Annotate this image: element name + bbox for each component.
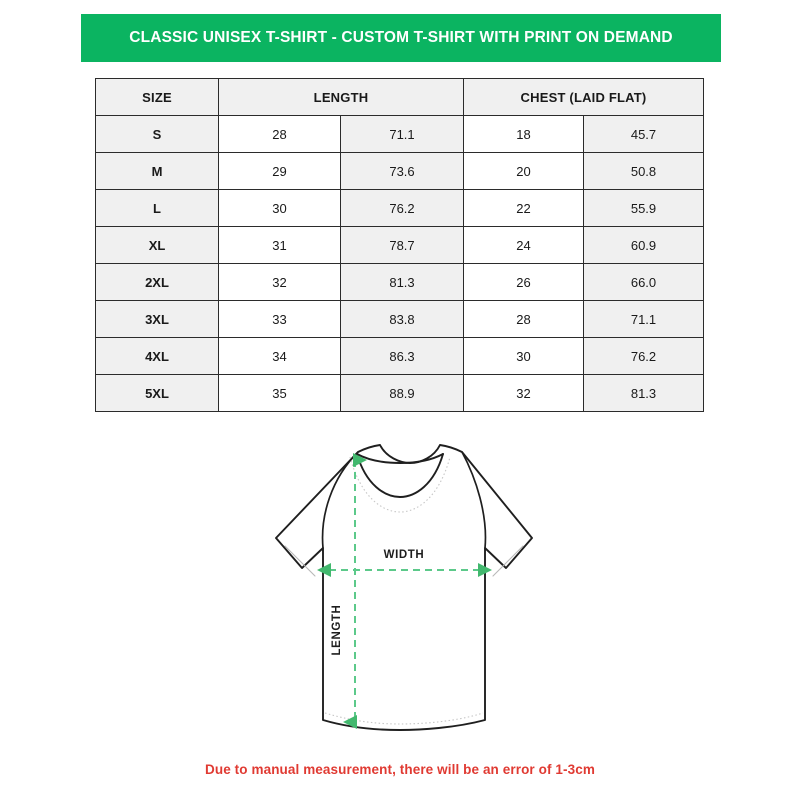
cell-length-cm: 78.7	[340, 226, 464, 264]
collar-inner	[356, 453, 444, 464]
right-sleeve-seam	[461, 451, 487, 549]
left-cuff-stitch	[284, 545, 316, 577]
cell-chest-in: 30	[463, 337, 584, 375]
table-row: 3XL 33 83.8 28 71.1	[95, 300, 705, 338]
cell-size: 3XL	[95, 300, 219, 338]
table-header-row: SIZE LENGTH CHEST (LAID FLAT)	[95, 78, 705, 116]
cell-chest-in: 28	[463, 300, 584, 338]
cell-chest-cm: 45.7	[582, 115, 705, 153]
cell-length-cm: 86.3	[340, 337, 464, 375]
cell-length-in: 30	[218, 189, 341, 227]
cell-chest-cm: 55.9	[582, 189, 705, 227]
cell-chest-in: 26	[463, 263, 584, 301]
table-row: L 30 76.2 22 55.9	[95, 189, 705, 227]
table-row: 4XL 34 86.3 30 76.2	[95, 337, 705, 375]
cell-length-cm: 83.8	[340, 300, 464, 338]
page-title: CLASSIC UNISEX T-SHIRT - CUSTOM T-SHIRT …	[129, 29, 673, 46]
cell-length-cm: 73.6	[340, 152, 464, 190]
header-banner: CLASSIC UNISEX T-SHIRT - CUSTOM T-SHIRT …	[81, 14, 721, 62]
cell-size: L	[95, 189, 219, 227]
cell-length-in: 28	[218, 115, 341, 153]
cell-chest-in: 20	[463, 152, 584, 190]
cell-length-cm: 71.1	[340, 115, 464, 153]
cell-size: S	[95, 115, 219, 153]
cell-size: M	[95, 152, 219, 190]
cell-chest-cm: 76.2	[582, 337, 705, 375]
cell-size: 5XL	[95, 374, 219, 412]
size-chart-table: SIZE LENGTH CHEST (LAID FLAT) S 28 71.1 18 4…	[95, 78, 705, 412]
cell-chest-in: 24	[463, 226, 584, 264]
collar-icon	[356, 453, 444, 498]
column-header-size: SIZE	[95, 78, 219, 116]
table-row: 2XL 32 81.3 26 66.0	[95, 263, 705, 301]
right-cuff-stitch	[492, 545, 524, 577]
cell-size: 4XL	[95, 337, 219, 375]
table-row: 5XL 35 88.9 32 81.3	[95, 374, 705, 412]
cell-chest-in: 22	[463, 189, 584, 227]
table-row: S 28 71.1 18 45.7	[95, 115, 705, 153]
cell-length-in: 31	[218, 226, 341, 264]
table-body: S 28 71.1 18 45.7 M 29 73.6 20 50.8 L 30 76.2 22 55.9 X…	[95, 115, 705, 412]
table-row: XL 31 78.7 24 60.9	[95, 226, 705, 264]
cell-length-in: 34	[218, 337, 341, 375]
cell-length-cm: 88.9	[340, 374, 464, 412]
column-header-chest: CHEST (LAID FLAT)	[462, 78, 705, 116]
cell-chest-in: 32	[463, 374, 584, 412]
length-label: LENGTH	[331, 605, 343, 656]
cell-chest-cm: 81.3	[582, 374, 705, 412]
cell-length-in: 33	[218, 300, 341, 338]
tshirt-diagram: WIDTH LENGTH	[240, 430, 560, 750]
cell-size: 2XL	[95, 263, 219, 301]
table-row: M 29 73.6 20 50.8	[95, 152, 705, 190]
cell-length-in: 29	[218, 152, 341, 190]
width-label: WIDTH	[384, 549, 425, 561]
cell-chest-cm: 50.8	[582, 152, 705, 190]
tshirt-outline-icon	[275, 444, 533, 731]
cell-length-in: 32	[218, 263, 341, 301]
cell-chest-cm: 60.9	[582, 226, 705, 264]
column-header-length: LENGTH	[218, 78, 464, 116]
cell-chest-in: 18	[463, 115, 584, 153]
cell-length-cm: 76.2	[340, 189, 464, 227]
cell-chest-cm: 66.0	[582, 263, 705, 301]
cell-length-cm: 81.3	[340, 263, 464, 301]
cell-chest-cm: 71.1	[582, 300, 705, 338]
measurement-disclaimer: Due to manual measurement, there will be…	[205, 762, 595, 777]
cell-size: XL	[95, 226, 219, 264]
cell-length-in: 35	[218, 374, 341, 412]
